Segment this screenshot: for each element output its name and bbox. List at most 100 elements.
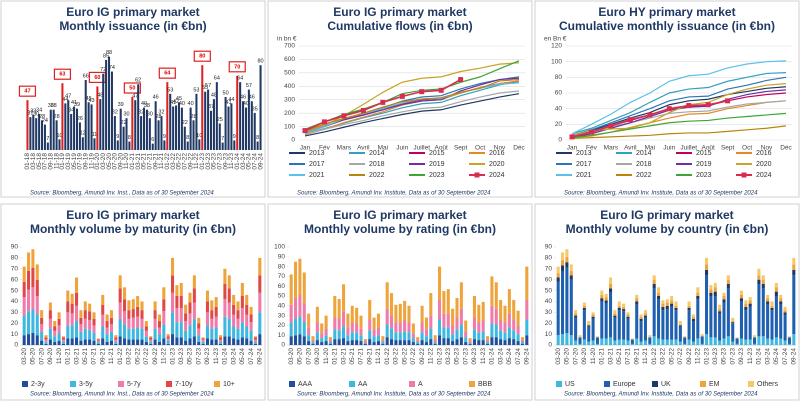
legend-swatch [289,381,295,387]
bar-segment [582,305,586,308]
bar-segment [53,341,57,345]
bar-segment [83,339,87,345]
data-label: 53 [193,87,199,93]
bar-segment [236,328,240,340]
bar-segment [385,282,389,309]
bar-segment [109,340,113,345]
x-tick-label: Nov [761,145,773,152]
data-label: 38 [51,103,57,109]
chart-subtitle: Cumulative flows (in €bn) [327,19,472,33]
bar-segment [131,339,135,345]
bar-segment [118,275,122,289]
legend-swatch [349,381,355,387]
x-tick-label: 03-21 [135,153,142,170]
data-label: 40 [243,101,249,107]
x-tick-label: 11-22 [695,348,702,365]
bar-segment [757,279,761,285]
bar-segment [184,330,188,341]
bar [209,110,213,150]
bar-segment [114,335,118,338]
bar [81,137,84,150]
bar-segment [232,304,236,315]
x-tick-label: 01-24 [756,348,763,365]
bar [154,101,157,150]
bar-segment [236,310,240,319]
bar-segment [722,299,726,303]
data-label: 32 [158,110,164,116]
x-tick-label: 11-23 [480,348,487,365]
y-tick-label: 10 [278,332,286,339]
bar-segment [232,294,236,305]
x-tick-label: 03-21 [340,348,347,365]
bar-segment [718,304,722,310]
bar-segment [670,339,674,345]
bar [134,100,137,150]
y-tick-label: 80 [278,263,286,270]
bar-segment [197,323,201,329]
legend-label: Europe [613,381,636,388]
y-tick-label: 700 [284,43,295,50]
bar-segment [311,342,315,345]
y-tick-label: 0 [14,342,18,349]
bar-segment [678,321,682,325]
y-tick-label: 100 [284,123,295,130]
bar-segment [88,311,92,320]
bar-segment [696,296,700,300]
bar-segment [565,249,569,257]
bar-segment [424,342,428,345]
legend-label: 2014 [636,150,652,157]
bar-segment [617,305,621,308]
bar-segment [201,337,205,339]
data-label: 66 [83,73,89,79]
bar-segment [390,293,394,316]
x-tick-label: Juillet [413,145,430,152]
data-label: 9 [116,134,119,140]
bar-segment [565,267,569,334]
x-tick-label: 09-23 [738,348,745,365]
bar-segment [298,258,302,296]
legend-swatch [556,381,562,387]
bar-segment [433,342,437,345]
bar-segment [245,304,249,315]
y-tick-label: 30 [11,309,19,316]
bar-segment [591,312,595,315]
bar [183,126,186,150]
x-tick-label: 05-23 [721,348,728,365]
highlight-box [158,67,176,79]
bar-segment [779,338,783,345]
bar-segment [731,323,735,342]
bar-segment [735,337,739,339]
bar-segment [66,312,70,326]
bar-segment [157,314,161,322]
bar-segment [687,339,691,345]
bar [29,117,32,150]
bar-segment [442,291,446,314]
bar-segment [390,315,394,329]
data-label: 24 [42,118,48,124]
legend-swatch [469,381,475,387]
bar [177,102,180,150]
bar-segment [705,334,709,345]
bar [102,73,105,150]
bar-segment [171,334,175,345]
bar-segment [368,330,372,340]
y-tick-label: 90 [11,244,19,251]
line [304,77,520,133]
bar-segment [687,310,691,340]
x-tick-label: Juin [396,145,408,152]
x-tick-label: 11-23 [213,348,220,365]
x-tick-label: 09-24 [524,348,531,365]
bar-segment [118,288,122,303]
x-tick-label: 05-24 [506,348,513,365]
bar-segment [739,298,743,302]
bar-segment [153,310,157,319]
y-tick-label: 20 [278,322,286,329]
bar-segment [643,313,647,316]
chart-subtitle: Monthly volume by rating (in €bn) [304,222,496,236]
bar-segment [722,338,726,345]
bar-segment [61,337,65,340]
bar-segment [735,338,739,344]
legend-label: 2021 [309,172,325,179]
bar-segment [718,313,722,341]
bar-segment [253,339,257,342]
